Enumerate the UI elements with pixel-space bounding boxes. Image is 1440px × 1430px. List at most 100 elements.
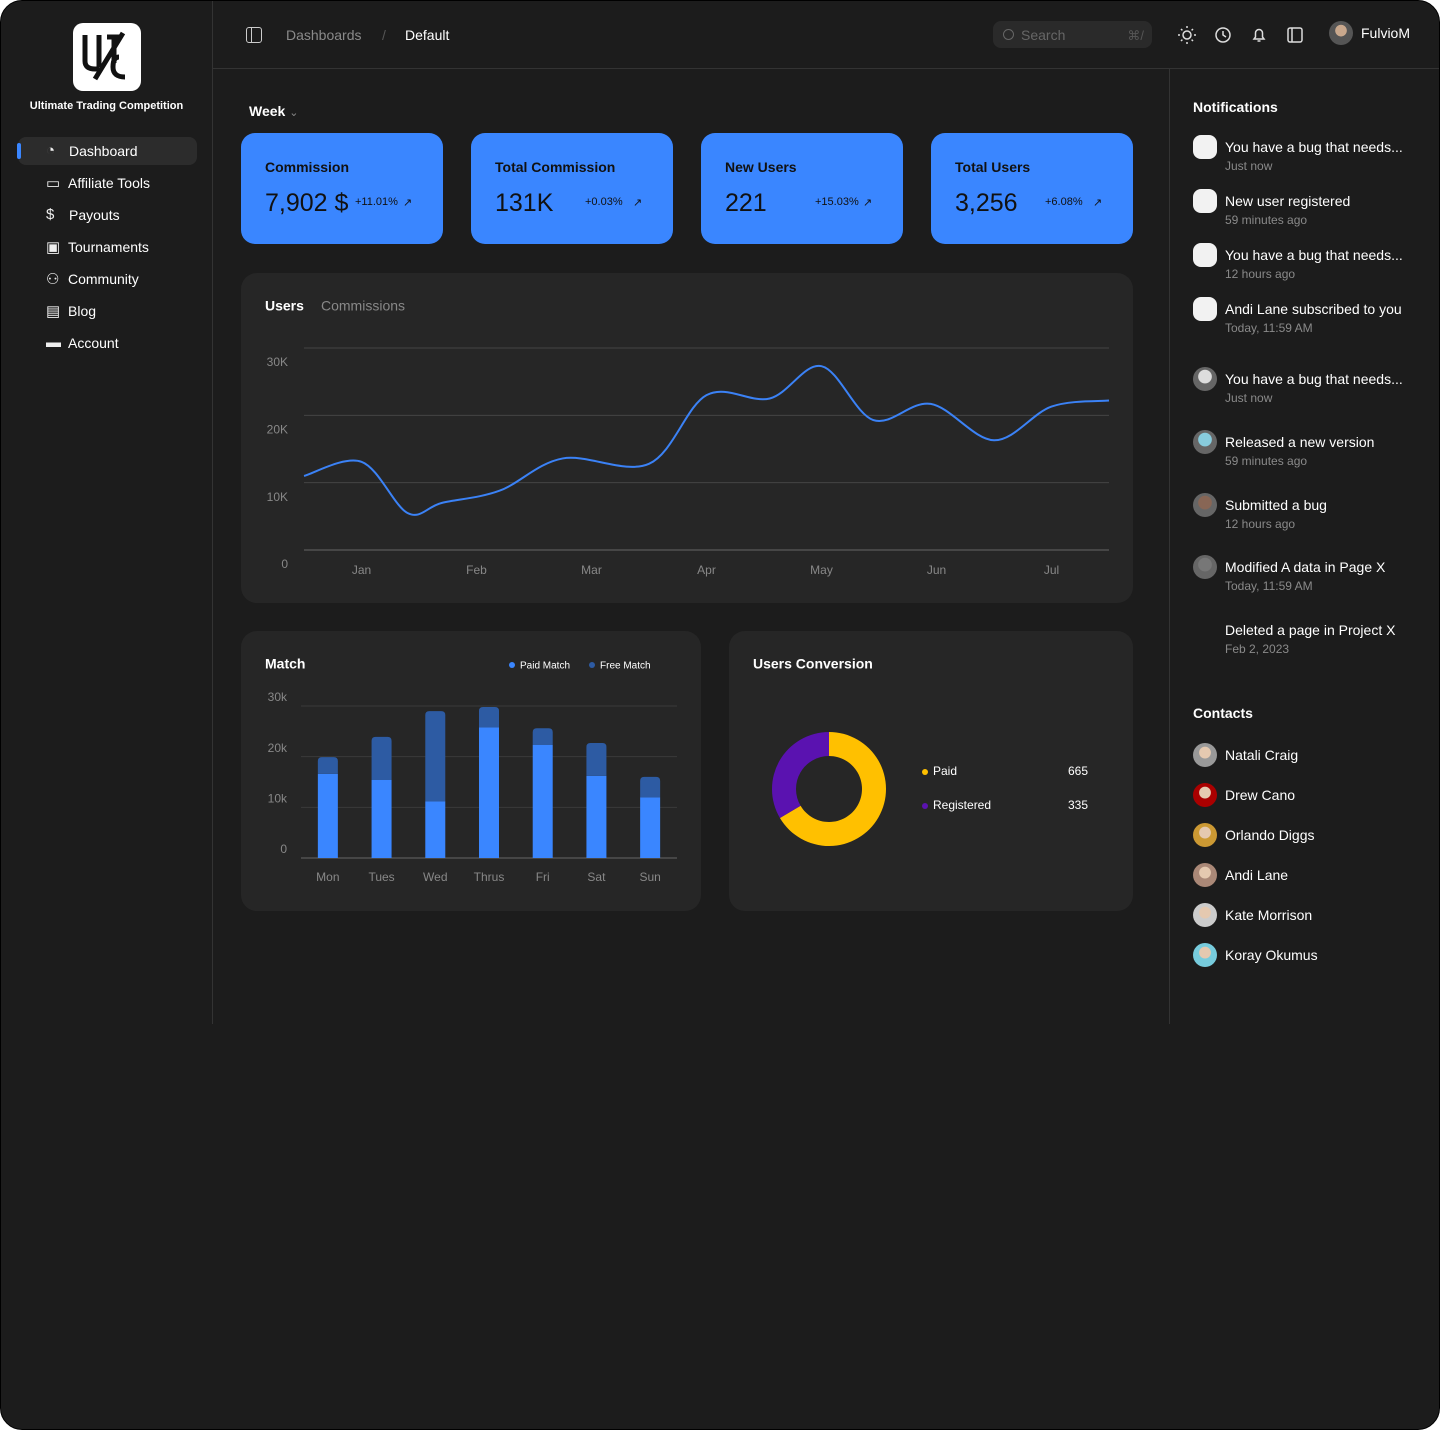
y-tick-label: 30k: [268, 690, 288, 704]
notification-time: 59 minutes ago: [1225, 213, 1308, 227]
right-panel-border: [1169, 68, 1170, 1024]
notification-text[interactable]: You have a bug that needs...: [1225, 247, 1403, 263]
nav-active-indicator: [17, 143, 21, 159]
contact-name[interactable]: Drew Cano: [1225, 787, 1296, 803]
nav-icon: ▣: [46, 239, 61, 256]
notification-icon: [1193, 297, 1217, 321]
stat-title: Commission: [265, 159, 350, 175]
y-tick-label: 20k: [268, 741, 288, 755]
breadcrumb-link[interactable]: Dashboards: [286, 27, 362, 43]
nav-item[interactable]: Blog: [68, 303, 97, 319]
nav-item[interactable]: Dashboard: [69, 143, 138, 159]
contact-name[interactable]: Natali Craig: [1225, 747, 1299, 763]
legend-swatch: [922, 769, 928, 775]
contact-name[interactable]: Andi Lane: [1225, 867, 1289, 883]
x-tick-label: Tues: [368, 870, 394, 884]
line-series: [303, 365, 1110, 516]
stat-card: Commission 7,902 $ +11.01% ↗: [241, 133, 443, 244]
contact-name[interactable]: Koray Okumus: [1225, 947, 1318, 963]
value-label: 665: [1068, 764, 1088, 778]
y-tick-label: 0: [281, 557, 288, 571]
nav-item[interactable]: Tournaments: [68, 239, 149, 255]
nav-icon: ◔: [46, 142, 56, 159]
bar-segment: [479, 727, 499, 858]
panel-toggle[interactable]: [1287, 27, 1303, 43]
brand-name: Ultimate Trading Competition: [29, 100, 184, 112]
notification-text[interactable]: Released a new version: [1225, 434, 1375, 450]
header-border: [213, 68, 1439, 69]
match-chart-card: [241, 631, 701, 911]
period-label: Week: [249, 103, 286, 119]
user-avatar[interactable]: [1329, 21, 1353, 45]
bar-segment: [371, 736, 392, 780]
notification-time: 12 hours ago: [1225, 267, 1296, 281]
notification-text[interactable]: Modified A data in Page X: [1225, 559, 1386, 575]
stat-change: +6.08%: [1045, 196, 1083, 208]
notification-text[interactable]: You have a bug that needs...: [1225, 371, 1403, 387]
history-button[interactable]: [1215, 27, 1231, 43]
notification-text[interactable]: Submitted a bug: [1225, 497, 1327, 513]
logo-mark: [82, 31, 126, 81]
x-tick-label: Mon: [316, 870, 339, 884]
bar-segment: [640, 797, 661, 858]
contact-name[interactable]: Kate Morrison: [1225, 907, 1313, 923]
nav-icon: ▬: [46, 334, 61, 351]
y-tick-label: 10K: [267, 490, 288, 504]
contact-avatar: [1193, 863, 1217, 887]
period-select[interactable]: Week ⌄: [249, 103, 299, 119]
legend-swatch: [922, 803, 928, 809]
x-tick-label: Apr: [697, 563, 716, 577]
stat-value: 7,902 $: [265, 189, 349, 217]
legend-label: Free Match: [600, 661, 651, 672]
breadcrumb-separator: /: [382, 27, 386, 43]
theme-toggle[interactable]: [1178, 26, 1196, 44]
y-tick-label: 10k: [268, 792, 288, 806]
chart-title: Match: [265, 656, 305, 672]
nav-icon: ▤: [46, 303, 61, 320]
notification-icon: [1193, 135, 1217, 159]
bar-segment: [479, 707, 499, 728]
stat-card: New Users 221 +15.03% ↗: [701, 133, 903, 244]
chart-tab[interactable]: Commissions: [321, 298, 405, 314]
y-tick-label: 20K: [267, 423, 288, 437]
stat-card: Total Users 3,256 +6.08% ↗: [931, 133, 1133, 244]
notification-avatar: [1193, 493, 1217, 517]
x-tick-label: Jun: [927, 563, 946, 577]
notification-text[interactable]: New user registered: [1225, 193, 1351, 209]
trend-icon: ↗: [1093, 197, 1103, 209]
nav-icon: ⚇: [46, 271, 60, 288]
notification-icon: [1193, 243, 1217, 267]
trend-icon: ↗: [403, 197, 413, 209]
notification-time: 59 minutes ago: [1225, 454, 1308, 468]
donut-segment: [779, 732, 886, 846]
nav-item[interactable]: Account: [68, 335, 119, 351]
nav-item[interactable]: Affiliate Tools: [68, 175, 150, 191]
contact-name[interactable]: Orlando Diggs: [1225, 827, 1315, 843]
x-tick-label: Sun: [639, 870, 660, 884]
sidebar-toggle[interactable]: [246, 27, 262, 43]
nav-item[interactable]: Community: [68, 271, 139, 287]
x-tick-label: Feb: [466, 563, 487, 577]
notification-icon: [1193, 189, 1217, 213]
chart-title: Users Conversion: [753, 656, 873, 672]
contact-avatar: [1193, 783, 1217, 807]
user-name[interactable]: FulvioM: [1361, 25, 1411, 41]
logo[interactable]: [73, 23, 141, 91]
breadcrumb-current: Default: [405, 27, 450, 43]
chart-tab[interactable]: Users: [265, 298, 304, 314]
trend-icon: ↗: [863, 197, 873, 209]
stat-change: +15.03%: [815, 196, 859, 208]
nav-item[interactable]: Payouts: [69, 207, 120, 223]
notifications-button[interactable]: [1252, 28, 1266, 42]
notification-time: Just now: [1225, 391, 1273, 405]
notification-text[interactable]: You have a bug that needs...: [1225, 139, 1403, 155]
x-tick-label: Jul: [1044, 563, 1059, 577]
x-tick-label: Mar: [581, 563, 602, 577]
notification-text[interactable]: Deleted a page in Project X: [1225, 622, 1396, 638]
notification-text[interactable]: Andi Lane subscribed to you: [1225, 301, 1402, 317]
notification-avatar: [1193, 367, 1217, 391]
search-box[interactable]: Search ⌘/: [993, 21, 1152, 48]
stat-change: +0.03%: [585, 196, 623, 208]
y-tick-label: 30K: [267, 355, 288, 369]
notification-avatar: [1193, 555, 1217, 579]
